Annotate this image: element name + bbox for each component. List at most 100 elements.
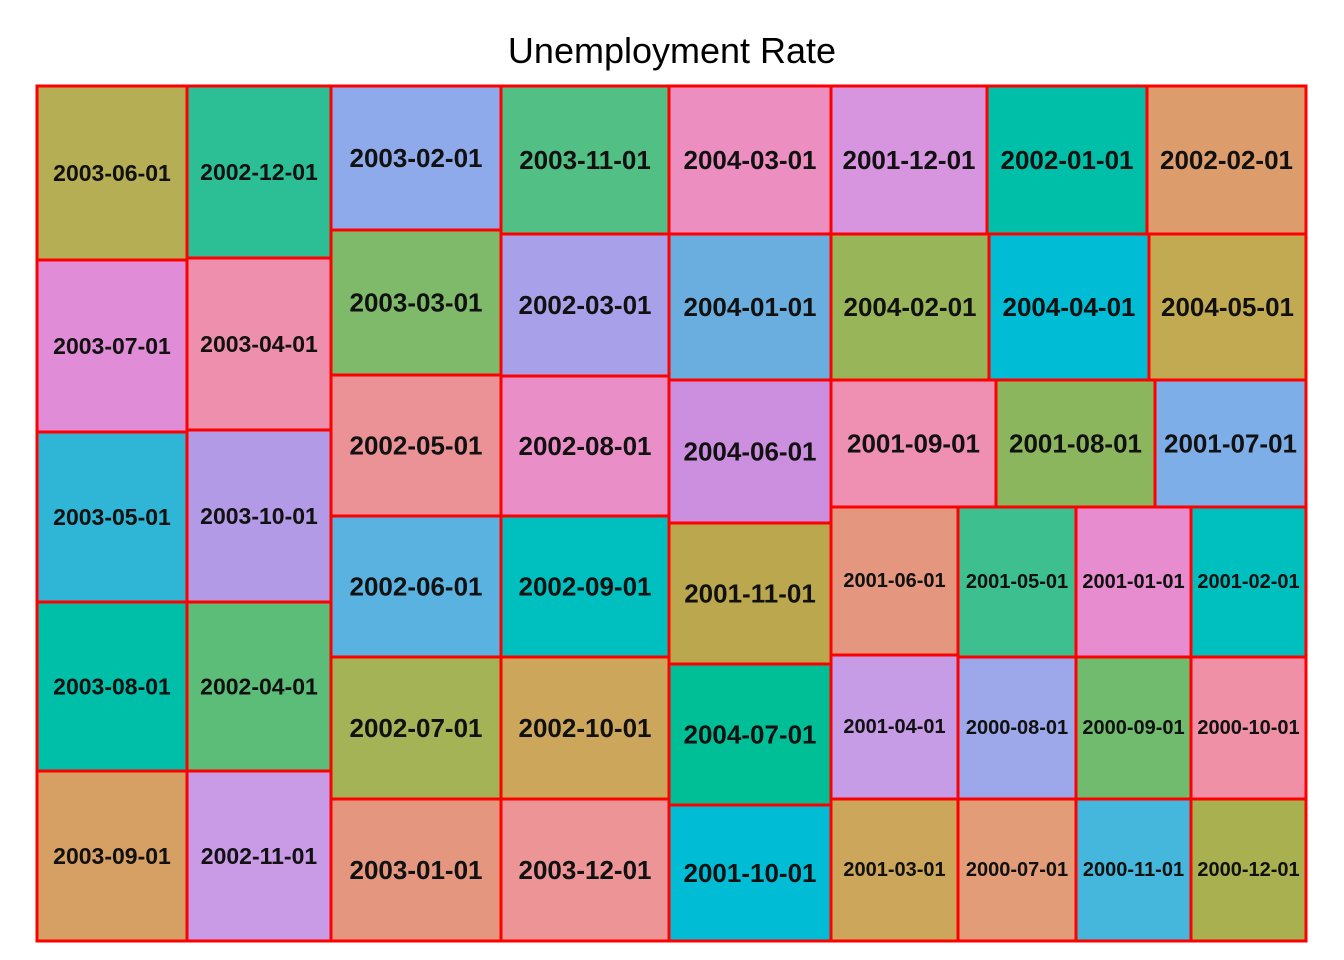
treemap-tile-label: 2000-11-01 bbox=[1083, 859, 1184, 881]
treemap-tile: 2001-01-01 bbox=[1074, 505, 1193, 659]
treemap-tile-label: 2003-07-01 bbox=[53, 333, 171, 359]
treemap-tile-label: 2002-02-01 bbox=[1160, 145, 1293, 175]
treemap-tile-rect bbox=[1074, 797, 1193, 943]
treemap-tile-label: 2003-11-01 bbox=[519, 145, 651, 175]
treemap-tile-label: 2001-05-01 bbox=[966, 571, 1068, 593]
treemap-tile-label: 2002-03-01 bbox=[519, 290, 652, 320]
treemap-tile-rect bbox=[1153, 378, 1308, 509]
treemap-tile-label: 2001-12-01 bbox=[843, 145, 976, 175]
treemap-tile: 2003-12-01 bbox=[499, 797, 671, 943]
treemap-tile: 2003-05-01 bbox=[35, 430, 189, 604]
treemap-tile: 2004-02-01 bbox=[829, 232, 991, 382]
treemap-tile-label: 2004-03-01 bbox=[684, 145, 817, 175]
treemap-tile: 2002-10-01 bbox=[499, 655, 671, 801]
treemap-tile-label: 2002-04-01 bbox=[200, 674, 318, 700]
treemap-tile-label: 2002-08-01 bbox=[519, 431, 652, 461]
treemap-tile: 2000-12-01 bbox=[1189, 797, 1308, 943]
treemap-tile-label: 2003-01-01 bbox=[350, 855, 483, 885]
treemap-tile-label: 2003-04-01 bbox=[200, 331, 318, 357]
treemap-tile-label: 2003-09-01 bbox=[53, 843, 171, 869]
treemap-tile: 2001-10-01 bbox=[667, 803, 833, 943]
treemap-tile: 2002-03-01 bbox=[499, 232, 671, 378]
treemap-tile: 2003-03-01 bbox=[329, 228, 503, 377]
treemap-tile-label: 2002-01-01 bbox=[1001, 145, 1134, 175]
treemap-tile-rect bbox=[329, 373, 503, 518]
treemap-tile-rect bbox=[185, 769, 333, 943]
treemap-tile: 2002-09-01 bbox=[499, 514, 671, 659]
treemap-tile-label: 2001-09-01 bbox=[847, 429, 980, 459]
treemap-tile: 2002-02-01 bbox=[1145, 84, 1308, 236]
treemap-tile-label: 2004-02-01 bbox=[844, 292, 977, 322]
treemap-tile-rect bbox=[1074, 655, 1193, 801]
treemap-tile: 2001-11-01 bbox=[667, 521, 833, 666]
treemap-tile: 2002-04-01 bbox=[185, 600, 333, 773]
treemap-tile-rect bbox=[329, 228, 503, 377]
treemap-tile-label: 2004-06-01 bbox=[684, 437, 817, 467]
treemap-tile-label: 2003-03-01 bbox=[350, 288, 483, 318]
treemap-tile: 2004-06-01 bbox=[667, 378, 833, 525]
treemap-tile-rect bbox=[35, 84, 189, 262]
treemap-tile: 2004-01-01 bbox=[667, 232, 833, 382]
treemap-tile-rect bbox=[829, 378, 998, 509]
treemap-tile-label: 2000-12-01 bbox=[1197, 859, 1299, 881]
treemap-tile: 2002-01-01 bbox=[985, 84, 1149, 236]
treemap-tile-rect bbox=[1189, 655, 1308, 801]
treemap-tile-label: 2001-03-01 bbox=[843, 859, 945, 881]
treemap-tile-label: 2000-09-01 bbox=[1082, 717, 1184, 739]
treemap-tile-label: 2001-01-01 bbox=[1082, 571, 1184, 593]
treemap-tile-label: 2002-07-01 bbox=[350, 713, 483, 743]
treemap-tile-label: 2002-12-01 bbox=[200, 159, 318, 185]
treemap-tile-label: 2002-06-01 bbox=[350, 572, 483, 602]
treemap-tile-rect bbox=[667, 378, 833, 525]
treemap-tile: 2003-06-01 bbox=[35, 84, 189, 262]
treemap-tile: 2004-03-01 bbox=[667, 84, 833, 236]
treemap-tile: 2003-08-01 bbox=[35, 600, 189, 773]
treemap-tile-label: 2001-10-01 bbox=[684, 858, 817, 888]
treemap-tile-rect bbox=[499, 797, 671, 943]
treemap-tile-label: 2002-11-01 bbox=[201, 843, 318, 869]
treemap-tile-label: 2003-08-01 bbox=[53, 674, 171, 700]
treemap-tile-rect bbox=[499, 374, 671, 518]
treemap-tile: 2003-01-01 bbox=[329, 797, 503, 943]
treemap-tile: 2001-05-01 bbox=[956, 505, 1078, 659]
treemap-tile-rect bbox=[35, 430, 189, 604]
treemap-tile: 2004-05-01 bbox=[1147, 232, 1308, 382]
treemap-tile: 2001-03-01 bbox=[829, 797, 960, 943]
treemap-tile-rect bbox=[185, 600, 333, 773]
treemap-tile-label: 2003-10-01 bbox=[200, 503, 318, 529]
treemap-tile: 2003-11-01 bbox=[499, 84, 671, 236]
treemap-tile: 2001-06-01 bbox=[829, 505, 960, 657]
treemap-tile: 2002-06-01 bbox=[329, 514, 503, 659]
treemap-tile: 2003-04-01 bbox=[185, 256, 333, 432]
treemap-tile: 2003-02-01 bbox=[329, 84, 503, 232]
treemap-tile-label: 2001-02-01 bbox=[1197, 571, 1299, 593]
treemap-tile-label: 2000-10-01 bbox=[1197, 717, 1299, 739]
treemap-tile-rect bbox=[667, 232, 833, 382]
treemap-tile: 2000-10-01 bbox=[1189, 655, 1308, 801]
treemap-tile-rect bbox=[1189, 797, 1308, 943]
treemap-tile-rect bbox=[329, 797, 503, 943]
treemap-tile-label: 2001-06-01 bbox=[843, 570, 945, 592]
treemap-tile: 2001-12-01 bbox=[829, 84, 989, 236]
treemap-tile: 2001-07-01 bbox=[1153, 378, 1308, 509]
treemap-tile-rect bbox=[829, 232, 991, 382]
treemap-tile-label: 2000-08-01 bbox=[966, 717, 1068, 739]
chart-title: Unemployment Rate bbox=[507, 30, 837, 71]
treemap-tile-rect bbox=[185, 428, 333, 604]
treemap-tile-rect bbox=[956, 505, 1078, 659]
treemap-tile-label: 2002-10-01 bbox=[519, 713, 652, 743]
treemap-tile-rect bbox=[1074, 505, 1193, 659]
treemap-tile: 2000-11-01 bbox=[1074, 797, 1193, 943]
treemap-tile-label: 2001-08-01 bbox=[1009, 429, 1142, 459]
treemap-tile-label: 2001-07-01 bbox=[1164, 429, 1297, 459]
treemap-tile-rect bbox=[499, 232, 671, 378]
treemap-tile-rect bbox=[956, 655, 1078, 801]
treemap-tile-label: 2003-06-01 bbox=[53, 160, 171, 186]
treemap-tile-rect bbox=[985, 84, 1149, 236]
treemap-tile-label: 2004-07-01 bbox=[684, 720, 817, 750]
treemap-tile-rect bbox=[667, 521, 833, 666]
treemap-tile-label: 2003-05-01 bbox=[53, 504, 171, 530]
treemap-tile-rect bbox=[329, 514, 503, 659]
